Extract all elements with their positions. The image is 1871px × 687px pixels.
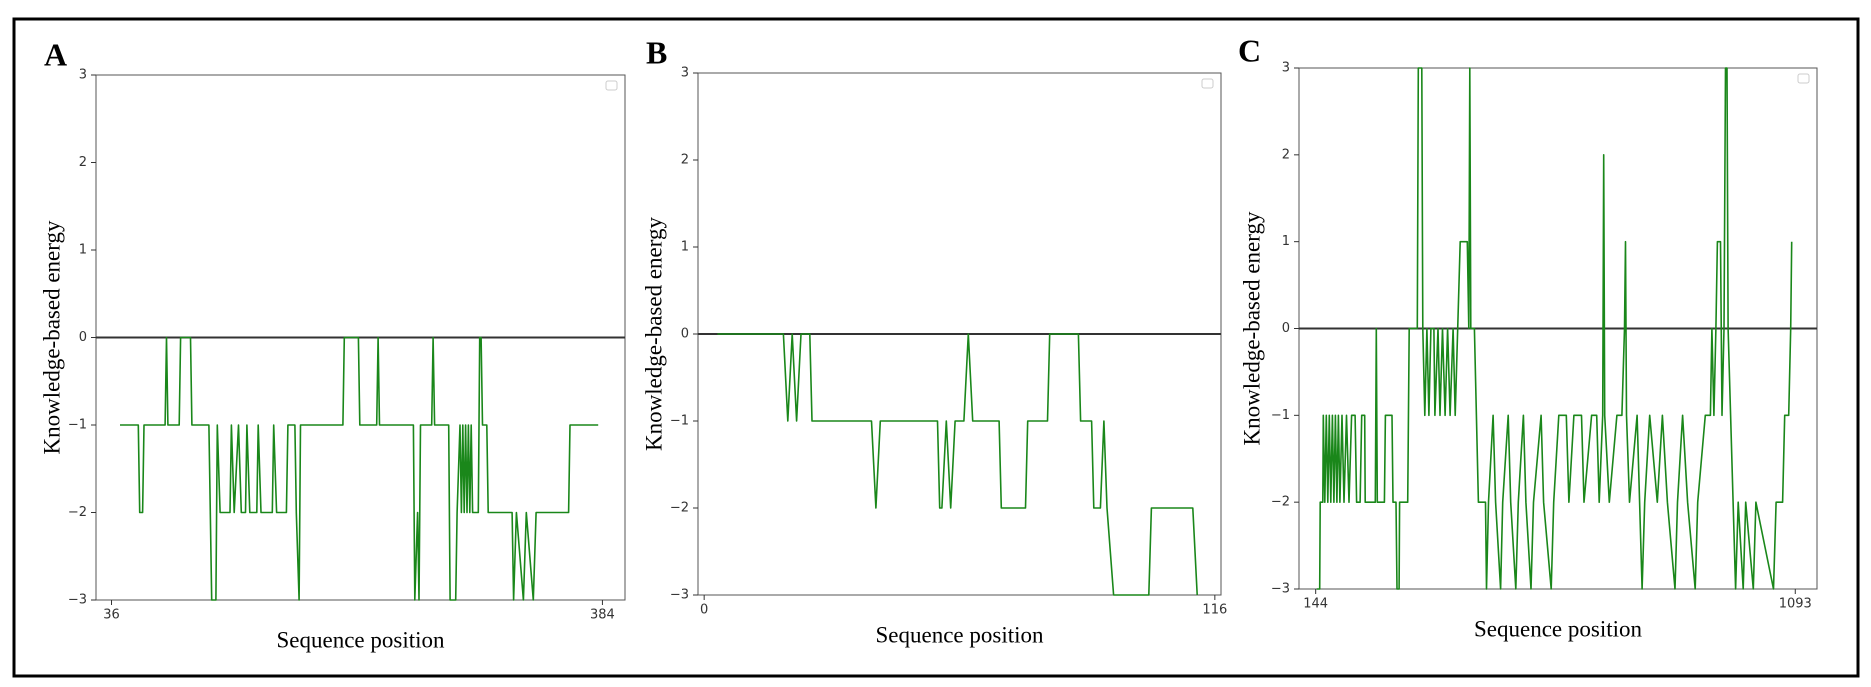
y-tick-label: −2	[68, 505, 87, 520]
y-tick-label: 0	[681, 327, 689, 342]
y-tick-label: 2	[1282, 147, 1290, 162]
y-tick-label: 1	[1282, 234, 1290, 249]
y-tick-label: −1	[68, 418, 87, 433]
y-tick-label: 3	[681, 66, 689, 81]
figure-border	[12, 17, 1860, 678]
legend-box	[605, 80, 618, 91]
y-tick-label: −3	[670, 588, 689, 603]
y-tick-label: 1	[79, 243, 87, 258]
legend-box	[1797, 73, 1810, 84]
y-tick-label: 3	[79, 68, 87, 83]
x-axis-label: Sequence position	[277, 627, 445, 652]
y-tick-label: 2	[79, 155, 87, 170]
y-tick-label: 0	[79, 330, 87, 345]
y-tick-label: −2	[670, 501, 689, 516]
y-tick-label: 1	[681, 240, 689, 255]
y-axis-label: Knowledge-based energy	[1239, 211, 1264, 445]
x-tick-label: 0	[700, 603, 708, 618]
x-tick-label: 384	[590, 608, 615, 623]
y-tick-label: −1	[1271, 408, 1290, 423]
energy-line	[120, 336, 599, 601]
x-tick-label: 144	[1303, 597, 1328, 612]
panel-label: A	[44, 36, 67, 72]
y-tick-label: 3	[1282, 61, 1290, 76]
y-tick-label: −3	[68, 593, 87, 608]
y-tick-label: −3	[1271, 582, 1290, 597]
x-tick-label: 1093	[1779, 597, 1812, 612]
y-axis-label: Knowledge-based energy	[641, 217, 666, 451]
energy-line	[717, 333, 1198, 596]
y-axis-label: Knowledge-based energy	[39, 220, 64, 454]
x-axis-label: Sequence position	[876, 622, 1044, 647]
panel-label: B	[646, 34, 667, 70]
x-tick-label: 36	[103, 608, 120, 623]
x-axis-label: Sequence position	[1474, 616, 1642, 641]
x-tick-label: 116	[1202, 603, 1227, 618]
y-tick-label: −1	[670, 414, 689, 429]
panel-label: C	[1238, 32, 1261, 68]
y-tick-label: −2	[1271, 495, 1290, 510]
legend-box	[1201, 78, 1214, 89]
y-tick-label: 2	[681, 153, 689, 168]
energy-line	[1316, 67, 1793, 590]
y-tick-label: 0	[1282, 321, 1290, 336]
